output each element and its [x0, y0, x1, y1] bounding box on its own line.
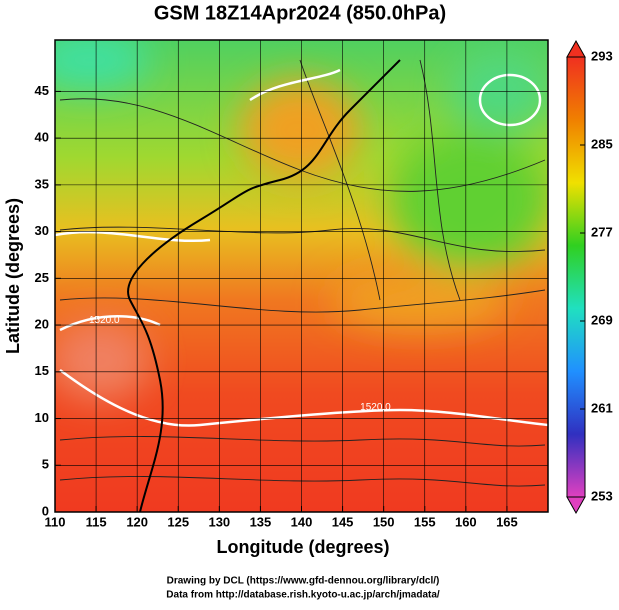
x-tick-label: 125 [167, 514, 189, 529]
field [55, 40, 548, 512]
y-tick-label: 45 [35, 83, 49, 98]
coastline [127, 59, 401, 512]
y-tick-label: 20 [35, 317, 49, 332]
y-axis-label: Latitude (degrees) [3, 198, 23, 354]
x-tick-label: 145 [332, 514, 354, 529]
colorbar-tick-label: 261 [591, 400, 613, 415]
x-tick-label: 140 [291, 514, 313, 529]
streamlines [59, 59, 546, 487]
colorbar-tick-label: 285 [591, 136, 613, 151]
credit: Data from http://database.rish.kyoto-u.a… [166, 590, 440, 601]
x-tick-label: 165 [496, 514, 518, 529]
colorbar-tick-label: 269 [591, 312, 613, 327]
x-tick-label: 130 [208, 514, 230, 529]
x-tick-label: 155 [414, 514, 436, 529]
y-tick-label: 10 [35, 410, 49, 425]
x-tick-label: 135 [250, 514, 272, 529]
credit: Drawing by DCL (https://www.gfd-dennou.o… [167, 576, 440, 587]
y-tick-label: 25 [35, 270, 49, 285]
y-tick-label: 40 [35, 130, 49, 145]
y-tick-label: 15 [35, 363, 49, 378]
x-tick-label: 120 [126, 514, 148, 529]
colorbar-tick-label: 253 [591, 488, 613, 503]
contour-label: 1520.0 [89, 315, 120, 326]
x-tick-label: 160 [455, 514, 477, 529]
y-tick-label: 0 [42, 503, 49, 518]
colorbar-tick-label: 277 [591, 224, 613, 239]
x-tick-label: 115 [86, 514, 107, 529]
x-axis-label: Longitude (degrees) [216, 537, 389, 557]
chart-title: GSM 18Z14Apr2024 (850.0hPa) [154, 2, 446, 24]
contour-label: 1520.0 [360, 402, 391, 413]
x-tick-label: 150 [373, 514, 395, 529]
contours [55, 68, 548, 427]
colorbar [566, 56, 586, 498]
x-tick-label: 110 [45, 514, 66, 529]
y-tick-label: 30 [35, 223, 49, 238]
y-tick-label: 35 [35, 176, 49, 191]
colorbar-arrow [566, 496, 586, 515]
y-tick-label: 5 [42, 457, 49, 472]
colorbar-tick-label: 293 [591, 48, 613, 63]
colorbar-arrow [566, 39, 586, 58]
